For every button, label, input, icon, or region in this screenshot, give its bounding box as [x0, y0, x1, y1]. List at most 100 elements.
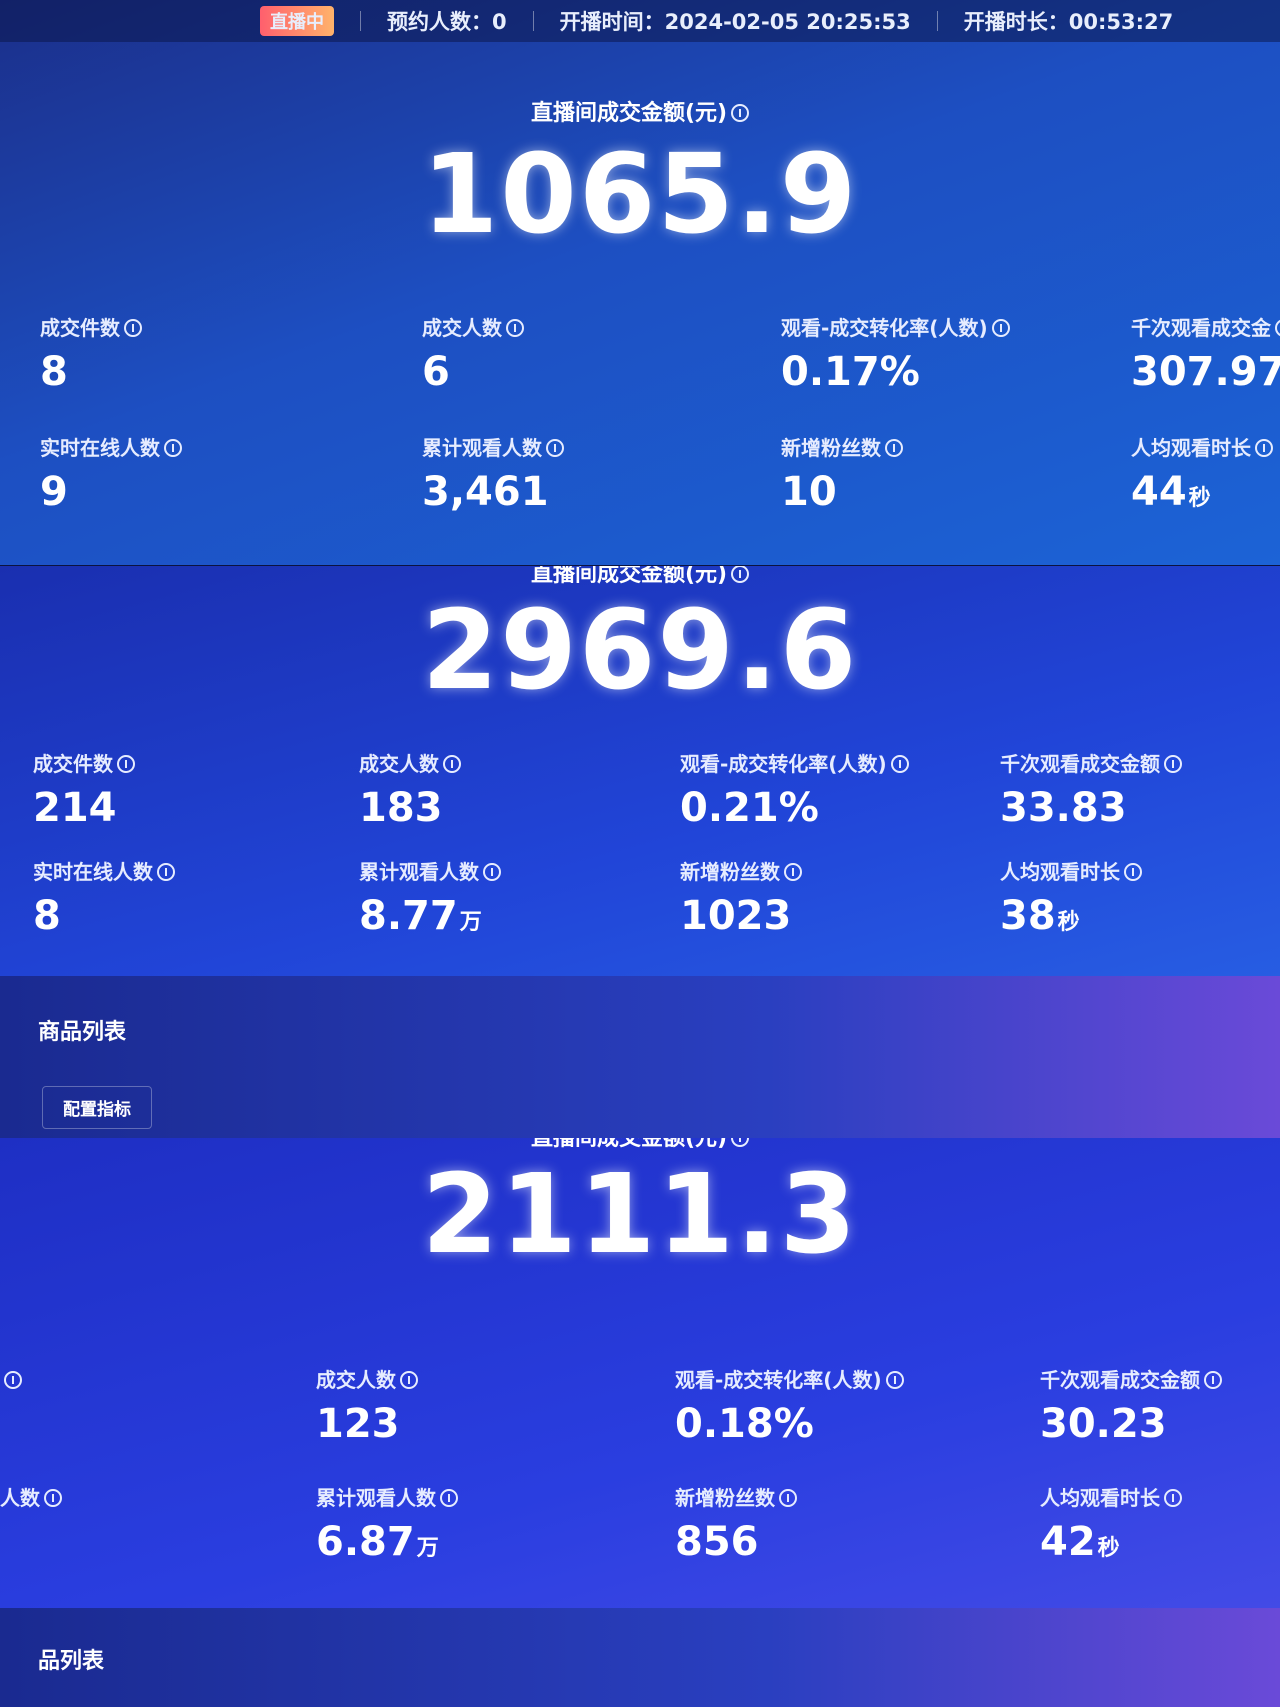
- value-text: 8: [40, 349, 68, 395]
- metric: 实时在线人数 8: [33, 856, 175, 939]
- label-text: 实时在线人数: [33, 860, 153, 884]
- info-icon: [1124, 863, 1142, 881]
- metric-value: 0.18%: [675, 1401, 904, 1447]
- metric-value: 8: [33, 893, 175, 939]
- metric-unit: 秒: [1057, 910, 1080, 935]
- info-icon: [885, 1371, 904, 1389]
- info-icon: [443, 755, 461, 773]
- value-text: 10: [781, 469, 837, 515]
- dashboard-panel: 直播中 预约人数：0 开播时间：2024-02-05 20:25:53 开播时长：00…: [0, 0, 1280, 565]
- metric-value: 1023: [680, 893, 802, 939]
- info-icon: [890, 755, 909, 773]
- info-icon: [400, 1371, 418, 1389]
- label-text: 直播间成交金额(元): [530, 101, 728, 126]
- metric-label: 新增粉丝数: [680, 856, 802, 885]
- label-text: 在线人数: [0, 1486, 40, 1510]
- section-title: 品列表: [38, 1649, 105, 1674]
- metric-value: 0.21%: [680, 785, 909, 831]
- metric-value: 856: [675, 1519, 797, 1565]
- info-icon: [731, 566, 750, 583]
- metric-value: 3,461: [422, 469, 564, 515]
- metric-label: 实时在线人数: [40, 432, 182, 461]
- metric-label: 人均观看时长: [1040, 1482, 1182, 1511]
- metric-value: 123: [316, 1401, 418, 1447]
- value-text: 8: [33, 893, 61, 939]
- metric-label: 观看-成交转化率(人数): [781, 312, 1010, 341]
- product-section: [0, 1608, 1280, 1707]
- value-text: 8.77: [359, 893, 458, 939]
- info-icon: [124, 319, 142, 337]
- label-text: 千次观看成交金额: [1040, 1368, 1200, 1392]
- info-icon: [784, 863, 802, 881]
- value-text: 38: [1000, 893, 1056, 939]
- metric: 新增粉丝数 10: [781, 432, 903, 515]
- value-text: 1023: [680, 893, 792, 939]
- metric-label: 观看-成交转化率(人数): [680, 748, 909, 777]
- metric-value: 183: [359, 785, 461, 831]
- metric-label: 成交件数: [40, 312, 142, 341]
- metric-label: 在线人数: [0, 1482, 62, 1511]
- metric-label: 成交人数: [316, 1364, 418, 1393]
- metric: 在线人数: [0, 1482, 62, 1511]
- metric-value: 214: [33, 785, 135, 831]
- metric-value: 33.83: [1000, 785, 1182, 831]
- label-text: 人均观看时长: [1000, 860, 1120, 884]
- info-icon: [164, 439, 182, 457]
- metric-label: 新增粉丝数: [781, 432, 903, 461]
- label-text: 直播间成交金额(元): [530, 1138, 728, 1151]
- info-icon: [506, 319, 524, 337]
- metric: 千次观看成交金额 33.83: [1000, 748, 1182, 831]
- metric-value: 8: [40, 349, 142, 395]
- metric-label: 千次观看成交金: [1131, 312, 1280, 341]
- label-text: 千次观看成交金: [1131, 316, 1271, 340]
- label-text: 新增粉丝数: [675, 1486, 775, 1510]
- metric: 成交人数 183: [359, 748, 461, 831]
- metric: 累计观看人数 3,461: [422, 432, 564, 515]
- label-text: 直播间成交金额(元): [530, 566, 728, 587]
- info-icon: [991, 319, 1010, 337]
- metric: 人均观看时长 42秒: [1040, 1482, 1182, 1565]
- metric-label: 千次观看成交金额: [1000, 748, 1182, 777]
- metric: 实时在线人数 9: [40, 432, 182, 515]
- label-text: 成交件数: [40, 316, 120, 340]
- label-text: 累计观看人数: [359, 860, 479, 884]
- metric-value: 6.87万: [316, 1519, 458, 1565]
- metric-unit: 秒: [1097, 1536, 1120, 1561]
- config-button[interactable]: 配置指标: [42, 1086, 152, 1129]
- main-metric-value: 1065.9: [421, 130, 859, 258]
- metric: 千次观看成交金额 30.23: [1040, 1364, 1222, 1447]
- metric-value: 38秒: [1000, 893, 1142, 939]
- metric-value: 3: [0, 1401, 22, 1447]
- metric-unit: 万: [416, 1536, 439, 1561]
- product-section: [0, 976, 1280, 1138]
- metric-label: 人均观看时长: [1131, 432, 1273, 461]
- metric: 观看-成交转化率(人数) 0.21%: [680, 748, 909, 831]
- metric: 成交人数 123: [316, 1364, 418, 1447]
- info-icon: [440, 1489, 458, 1507]
- metric-label: 累计观看人数: [316, 1482, 458, 1511]
- label-text: 人均观看时长: [1040, 1486, 1160, 1510]
- value-text: 33.83: [1000, 785, 1127, 831]
- value-text: 214: [33, 785, 117, 831]
- metric: 新增粉丝数 856: [675, 1482, 797, 1565]
- value-text: 44: [1131, 469, 1187, 515]
- value-text: 0.17%: [781, 349, 920, 395]
- metric-value: 44秒: [1131, 469, 1273, 515]
- metric-value: 8.77万: [359, 893, 501, 939]
- metric: 成交件数 8: [40, 312, 142, 395]
- metric-label: 累计观看人数: [422, 432, 564, 461]
- metric-label: 新增粉丝数: [675, 1482, 797, 1511]
- dashboard-panel: 直播间成交金额(元) 2969.6 成交件数 214 成交人数 183 观看-成交转化率(人…: [0, 566, 1280, 1138]
- metric-label: 成交人数: [422, 312, 524, 341]
- info-icon: [44, 1489, 62, 1507]
- value-text: 42: [1040, 1519, 1096, 1565]
- label-text: 千次观看成交金额: [1000, 752, 1160, 776]
- metric-label: 累计观看人数: [359, 856, 501, 885]
- value-text: 856: [675, 1519, 759, 1565]
- info-icon: [731, 1138, 750, 1147]
- value-text: 30.23: [1040, 1401, 1167, 1447]
- value-text: 183: [359, 785, 443, 831]
- start-time: 开播时间：2024-02-05 20:25:53: [559, 10, 911, 34]
- metric: 累计观看人数 6.87万: [316, 1482, 458, 1565]
- main-metric-label: 直播间成交金额(元): [0, 1138, 1280, 1152]
